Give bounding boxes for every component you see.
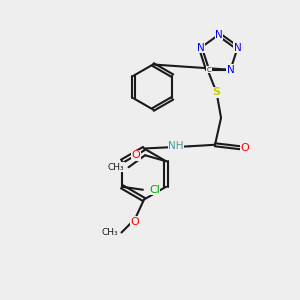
Text: O: O	[241, 143, 249, 153]
Text: CH₃: CH₃	[102, 228, 119, 237]
Text: O: O	[132, 150, 141, 160]
Text: N: N	[196, 43, 204, 53]
Text: Cl: Cl	[149, 185, 160, 195]
Text: CH₃: CH₃	[107, 163, 124, 172]
Text: C: C	[207, 67, 212, 73]
Text: N: N	[226, 65, 234, 75]
Text: O: O	[130, 217, 140, 227]
Text: N: N	[234, 43, 242, 53]
Text: S: S	[212, 87, 220, 97]
Text: NH: NH	[168, 141, 184, 151]
Text: N: N	[215, 29, 223, 40]
